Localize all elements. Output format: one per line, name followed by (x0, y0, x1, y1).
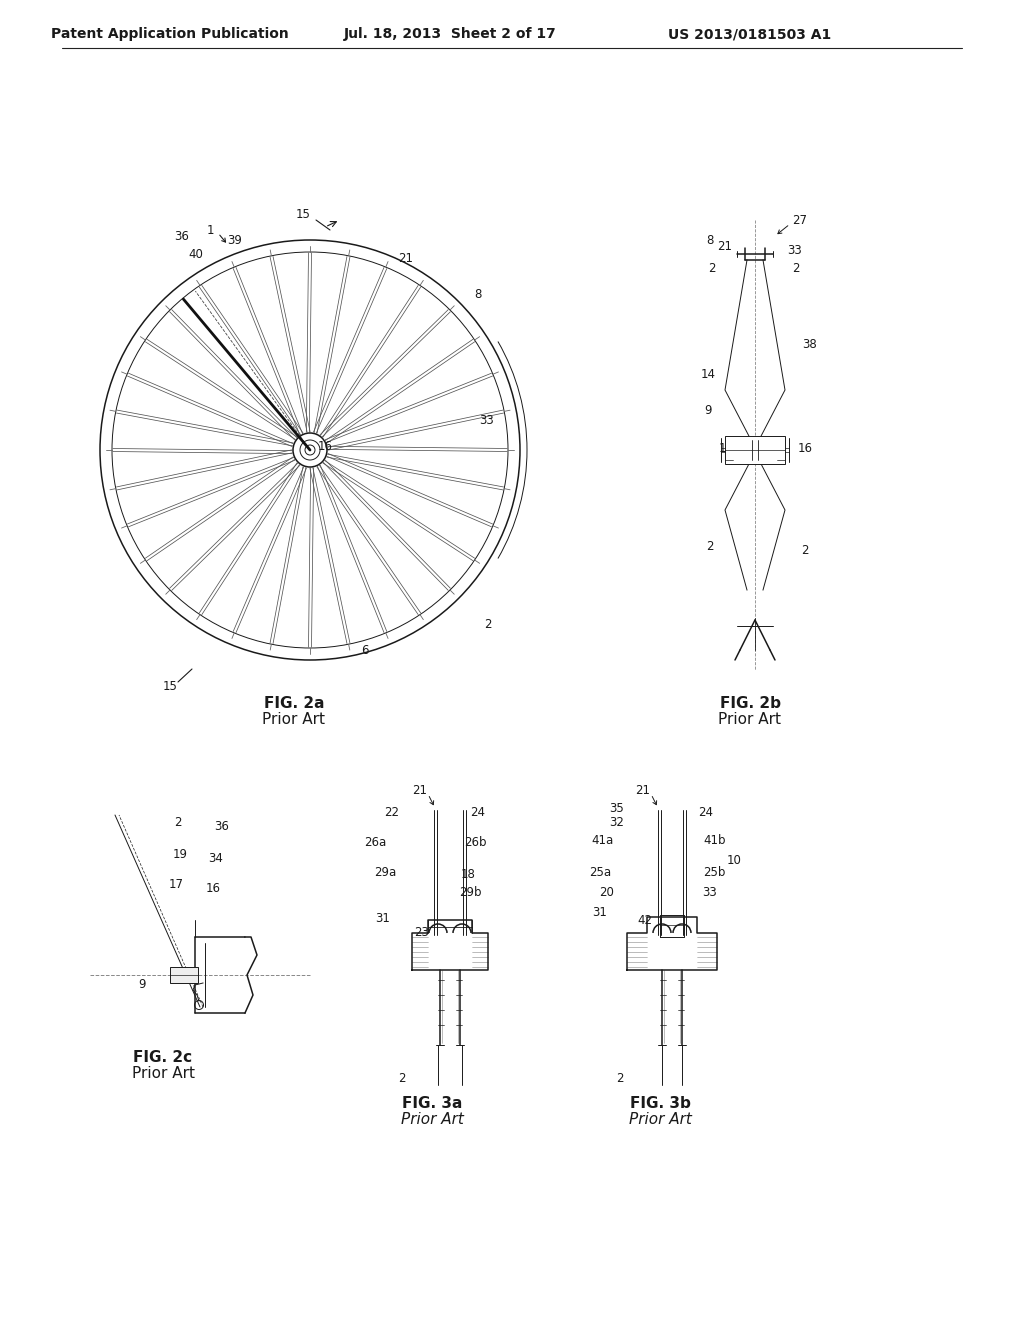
Text: 1: 1 (206, 223, 214, 236)
Text: 42: 42 (638, 913, 652, 927)
Text: 15: 15 (296, 209, 310, 222)
Text: Patent Application Publication: Patent Application Publication (51, 26, 289, 41)
Text: 2: 2 (709, 261, 716, 275)
Text: 15: 15 (163, 681, 177, 693)
Text: 16: 16 (206, 882, 220, 895)
Text: 9: 9 (705, 404, 712, 417)
Text: 32: 32 (609, 816, 625, 829)
Text: 40: 40 (188, 248, 204, 261)
Text: Prior Art: Prior Art (131, 1067, 195, 1081)
Text: Prior Art: Prior Art (262, 711, 326, 726)
Text: 21: 21 (398, 252, 414, 264)
Text: 22: 22 (384, 805, 399, 818)
Text: 23: 23 (415, 925, 429, 939)
Text: 33: 33 (479, 413, 495, 426)
Text: FIG. 2a: FIG. 2a (264, 696, 325, 710)
Text: 33: 33 (702, 886, 718, 899)
Text: 14: 14 (700, 368, 716, 381)
Text: 8: 8 (707, 234, 714, 247)
Text: 25b: 25b (702, 866, 725, 879)
Text: 2: 2 (174, 816, 181, 829)
Text: 19: 19 (172, 849, 187, 862)
Text: FIG. 2b: FIG. 2b (720, 696, 780, 710)
Text: 36: 36 (215, 821, 229, 833)
Text: 31: 31 (376, 912, 390, 924)
Text: 9: 9 (138, 978, 145, 991)
Text: 16: 16 (798, 441, 812, 454)
Text: 24: 24 (698, 805, 714, 818)
Text: 6: 6 (361, 644, 369, 656)
Text: 26a: 26a (364, 837, 386, 850)
Text: FIG. 3a: FIG. 3a (401, 1097, 462, 1111)
Text: 33: 33 (787, 243, 803, 256)
Text: 24: 24 (470, 805, 485, 818)
Text: 8: 8 (474, 289, 481, 301)
Text: 29b: 29b (459, 886, 481, 899)
Text: 2: 2 (793, 261, 800, 275)
Text: 10: 10 (727, 854, 741, 866)
Text: 29a: 29a (374, 866, 396, 879)
Text: 25a: 25a (589, 866, 611, 879)
Text: US 2013/0181503 A1: US 2013/0181503 A1 (669, 26, 831, 41)
Text: 41b: 41b (703, 833, 726, 846)
Text: 35: 35 (609, 801, 625, 814)
Text: 21: 21 (413, 784, 427, 796)
Text: 26b: 26b (464, 837, 486, 850)
Text: 21: 21 (718, 240, 732, 253)
Text: 31: 31 (593, 906, 607, 919)
Text: 2: 2 (398, 1072, 406, 1085)
Text: 2: 2 (616, 1072, 624, 1085)
Text: 34: 34 (209, 851, 223, 865)
Text: 39: 39 (227, 234, 243, 247)
Text: Prior Art: Prior Art (719, 711, 781, 726)
Text: 41a: 41a (591, 833, 613, 846)
Text: Prior Art: Prior Art (629, 1113, 691, 1127)
Bar (170, 968, 198, 983)
Text: 2: 2 (801, 544, 809, 557)
Text: 21: 21 (636, 784, 650, 796)
Text: 16: 16 (719, 441, 733, 454)
Bar (725, 436, 785, 465)
Text: 20: 20 (600, 886, 614, 899)
Text: 38: 38 (803, 338, 817, 351)
Text: FIG. 2c: FIG. 2c (133, 1051, 193, 1065)
Text: 2: 2 (707, 540, 714, 553)
Text: 17: 17 (169, 879, 183, 891)
Text: Prior Art: Prior Art (400, 1113, 464, 1127)
Text: 27: 27 (793, 214, 808, 227)
Text: Jul. 18, 2013  Sheet 2 of 17: Jul. 18, 2013 Sheet 2 of 17 (344, 26, 556, 41)
Text: 16: 16 (317, 441, 333, 454)
Text: 18: 18 (461, 869, 475, 882)
Text: 36: 36 (174, 231, 189, 243)
Text: FIG. 3b: FIG. 3b (630, 1097, 690, 1111)
Text: 2: 2 (484, 619, 492, 631)
